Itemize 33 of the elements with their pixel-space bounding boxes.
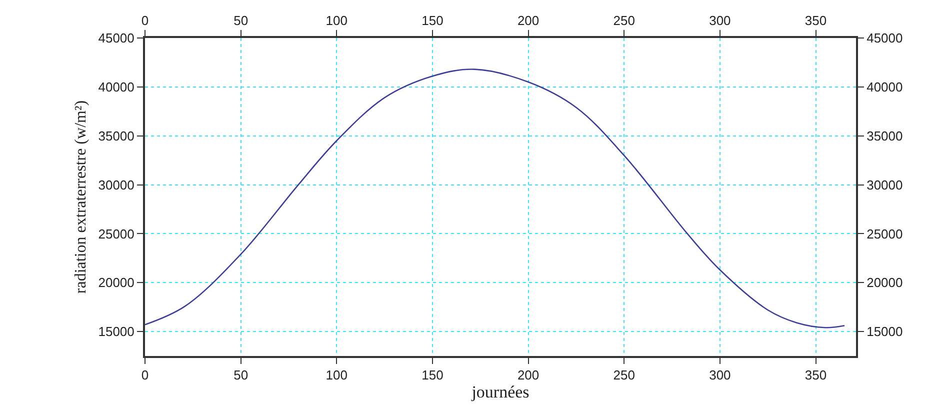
x-tick-label: 350 [804, 12, 827, 28]
y2-tick-label: 35000 [866, 128, 903, 144]
x2-tick-label: 150 [422, 368, 444, 383]
x-tick-label: 150 [422, 12, 444, 28]
y-tick-label: 25000 [98, 226, 134, 242]
y-tick-label: 30000 [98, 177, 134, 192]
y-tick-label: 45000 [98, 30, 134, 46]
y2-tick-label: 15000 [866, 324, 903, 340]
x2-tick-label: 300 [709, 368, 731, 383]
x2-tick-label: 350 [804, 368, 827, 383]
x2-tick-label: 250 [613, 368, 635, 383]
x2-tick-label: 200 [517, 368, 540, 383]
x-tick-label: 100 [326, 12, 348, 28]
x-axis-title: journées [470, 382, 530, 402]
y2-tick-label: 40000 [866, 79, 903, 94]
line-series [145, 68, 846, 328]
x2-tick-label: 0 [141, 368, 149, 383]
y2-tick-label: 30000 [866, 177, 903, 192]
x-tick-label: 300 [709, 12, 731, 28]
x2-tick-label: 50 [234, 368, 248, 383]
x-tick-label: 200 [517, 12, 540, 28]
y2-tick-label: 20000 [866, 275, 903, 290]
x-tick-label: 50 [234, 12, 248, 28]
y-axis-title: radiation extraterrestre (w/m²) [72, 100, 90, 294]
y2-tick-label: 25000 [866, 226, 903, 242]
y-tick-label: 20000 [98, 275, 134, 290]
x-tick-label: 250 [613, 12, 635, 28]
y-tick-label: 15000 [98, 324, 134, 340]
x-tick-label: 0 [141, 12, 149, 28]
x2-tick-label: 100 [326, 368, 348, 383]
y2-tick-label: 45000 [866, 30, 903, 46]
y-tick-label: 35000 [98, 128, 134, 144]
y-tick-label: 40000 [98, 79, 134, 94]
